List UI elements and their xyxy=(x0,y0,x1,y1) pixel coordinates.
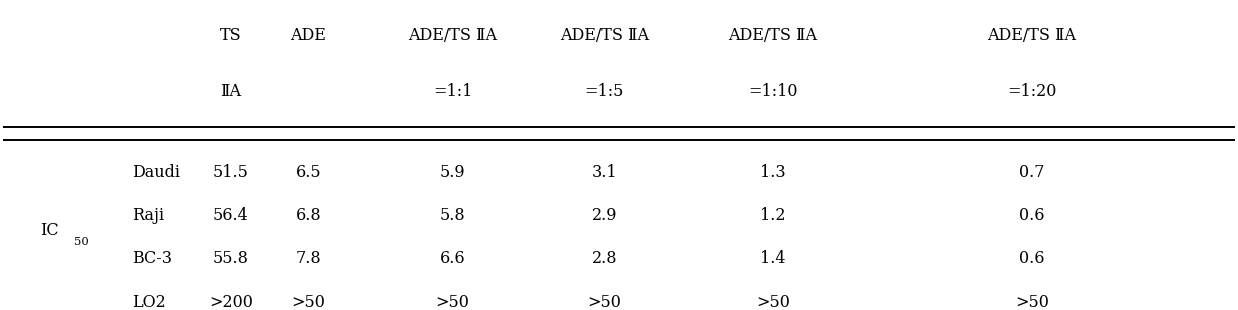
Text: 6.6: 6.6 xyxy=(439,250,465,268)
Text: 1.4: 1.4 xyxy=(760,250,786,268)
Text: =1:10: =1:10 xyxy=(748,83,797,100)
Text: Daudi: Daudi xyxy=(132,164,181,181)
Text: 7.8: 7.8 xyxy=(296,250,321,268)
Text: 56.4: 56.4 xyxy=(213,207,249,224)
Text: ADE/TS ⅡA: ADE/TS ⅡA xyxy=(988,27,1076,44)
Text: TS: TS xyxy=(220,27,241,44)
Text: ADE/TS ⅡA: ADE/TS ⅡA xyxy=(409,27,498,44)
Text: ADE/TS ⅡA: ADE/TS ⅡA xyxy=(560,27,649,44)
Text: 6.5: 6.5 xyxy=(296,164,321,181)
Text: ADE/TS ⅡA: ADE/TS ⅡA xyxy=(728,27,817,44)
Text: ADE: ADE xyxy=(291,27,327,44)
Text: >50: >50 xyxy=(587,294,621,310)
Text: >50: >50 xyxy=(1015,294,1049,310)
Text: 1.2: 1.2 xyxy=(760,207,786,224)
Text: >50: >50 xyxy=(756,294,790,310)
Text: 55.8: 55.8 xyxy=(213,250,249,268)
Text: =1:5: =1:5 xyxy=(584,83,624,100)
Text: 6.8: 6.8 xyxy=(296,207,321,224)
Text: >50: >50 xyxy=(291,294,326,310)
Text: 0.7: 0.7 xyxy=(1019,164,1045,181)
Text: 5.8: 5.8 xyxy=(439,207,465,224)
Text: 1.3: 1.3 xyxy=(760,164,786,181)
Text: Raji: Raji xyxy=(132,207,165,224)
Text: ⅡA: ⅡA xyxy=(220,83,241,100)
Text: 5.9: 5.9 xyxy=(439,164,465,181)
Text: 0.6: 0.6 xyxy=(1019,250,1045,268)
Text: 2.8: 2.8 xyxy=(592,250,617,268)
Text: =1:20: =1:20 xyxy=(1008,83,1056,100)
Text: 51.5: 51.5 xyxy=(213,164,249,181)
Text: >200: >200 xyxy=(209,294,253,310)
Text: >50: >50 xyxy=(436,294,469,310)
Text: 0.6: 0.6 xyxy=(1019,207,1045,224)
Text: LO2: LO2 xyxy=(132,294,166,310)
Text: 3.1: 3.1 xyxy=(592,164,617,181)
Text: 50: 50 xyxy=(74,237,89,247)
Text: IC: IC xyxy=(40,222,58,239)
Text: BC-3: BC-3 xyxy=(132,250,172,268)
Text: =1:1: =1:1 xyxy=(433,83,473,100)
Text: 2.9: 2.9 xyxy=(592,207,617,224)
